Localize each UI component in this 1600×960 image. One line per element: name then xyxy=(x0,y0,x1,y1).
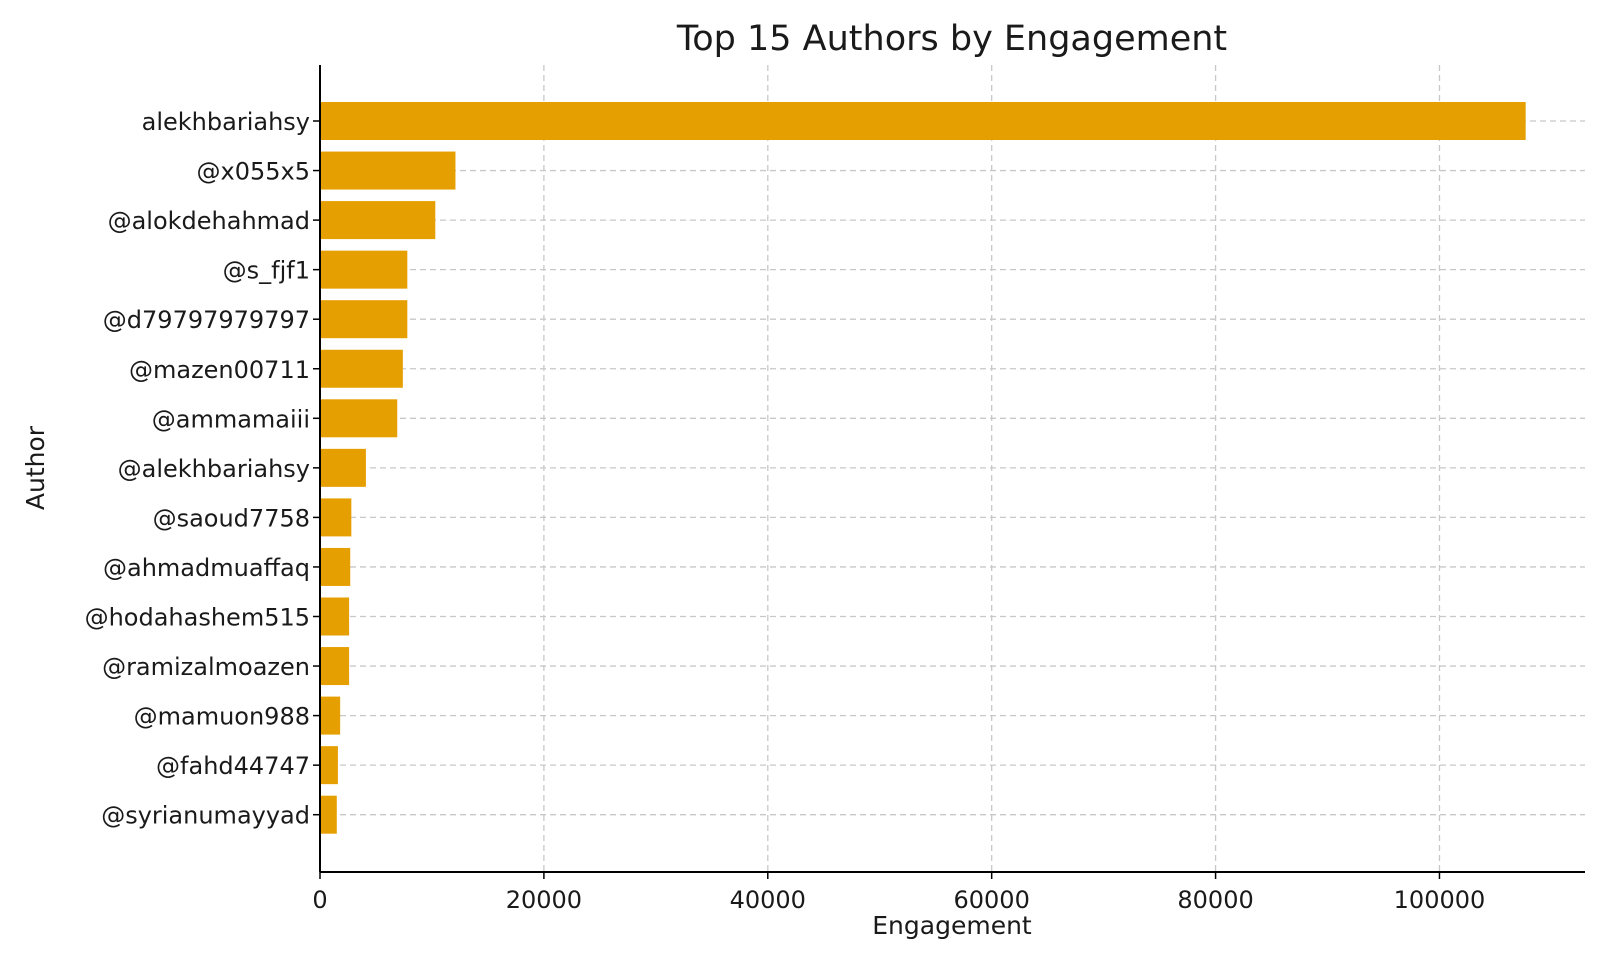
bar xyxy=(320,597,350,636)
bar xyxy=(320,300,408,339)
grid-lines xyxy=(320,65,1585,872)
y-tick-label: @syrianumayyad xyxy=(101,802,310,830)
y-tick-label: @s_fjf1 xyxy=(223,257,310,285)
bar xyxy=(320,201,436,240)
y-tick-label: @hodahashem515 xyxy=(85,604,310,632)
x-tick-label: 60000 xyxy=(954,886,1030,914)
chart-title: Top 15 Authors by Engagement xyxy=(676,19,1227,59)
x-tick-labels: 0 20000 40000 60000 80000 100000 xyxy=(312,872,1485,914)
bar xyxy=(320,746,338,785)
bars xyxy=(320,102,1526,834)
bar xyxy=(320,349,403,388)
y-tick-label: @ahmadmuaffaq xyxy=(103,554,310,582)
bar xyxy=(320,399,398,438)
y-tick-label: @saoud7758 xyxy=(153,504,310,532)
bar xyxy=(320,102,1526,140)
y-axis-title: Author xyxy=(21,425,50,510)
bar xyxy=(320,647,350,686)
bar xyxy=(320,696,341,735)
y-tick-label: @fahd44747 xyxy=(156,752,310,780)
y-tick-label: @ammamaiii xyxy=(152,405,310,433)
y-tick-label: alekhbariahsy xyxy=(142,108,310,136)
x-tick-label: 0 xyxy=(312,886,327,914)
y-tick-label: @d79797979797 xyxy=(103,306,310,334)
y-tick-label: @ramizalmoazen xyxy=(102,653,310,681)
x-tick-label: 100000 xyxy=(1394,886,1486,914)
bar xyxy=(320,448,366,487)
y-tick-labels: alekhbariahsy @x055x5 @alokdehahmad @s_fjf1… xyxy=(85,108,320,830)
y-tick-label: @alekhbariahsy xyxy=(118,455,310,483)
y-tick-label: @mazen00711 xyxy=(129,356,310,384)
bar xyxy=(320,795,337,834)
bar xyxy=(320,547,351,586)
y-tick-label: @mamuon988 xyxy=(134,703,310,731)
bar xyxy=(320,498,352,537)
x-tick-label: 20000 xyxy=(506,886,582,914)
bar xyxy=(320,250,408,289)
x-tick-label: 40000 xyxy=(730,886,806,914)
bar xyxy=(320,151,456,190)
y-tick-label: @x055x5 xyxy=(197,158,310,186)
x-axis-title: Engagement xyxy=(872,911,1032,940)
y-tick-label: @alokdehahmad xyxy=(108,207,310,235)
x-tick-label: 80000 xyxy=(1177,886,1253,914)
